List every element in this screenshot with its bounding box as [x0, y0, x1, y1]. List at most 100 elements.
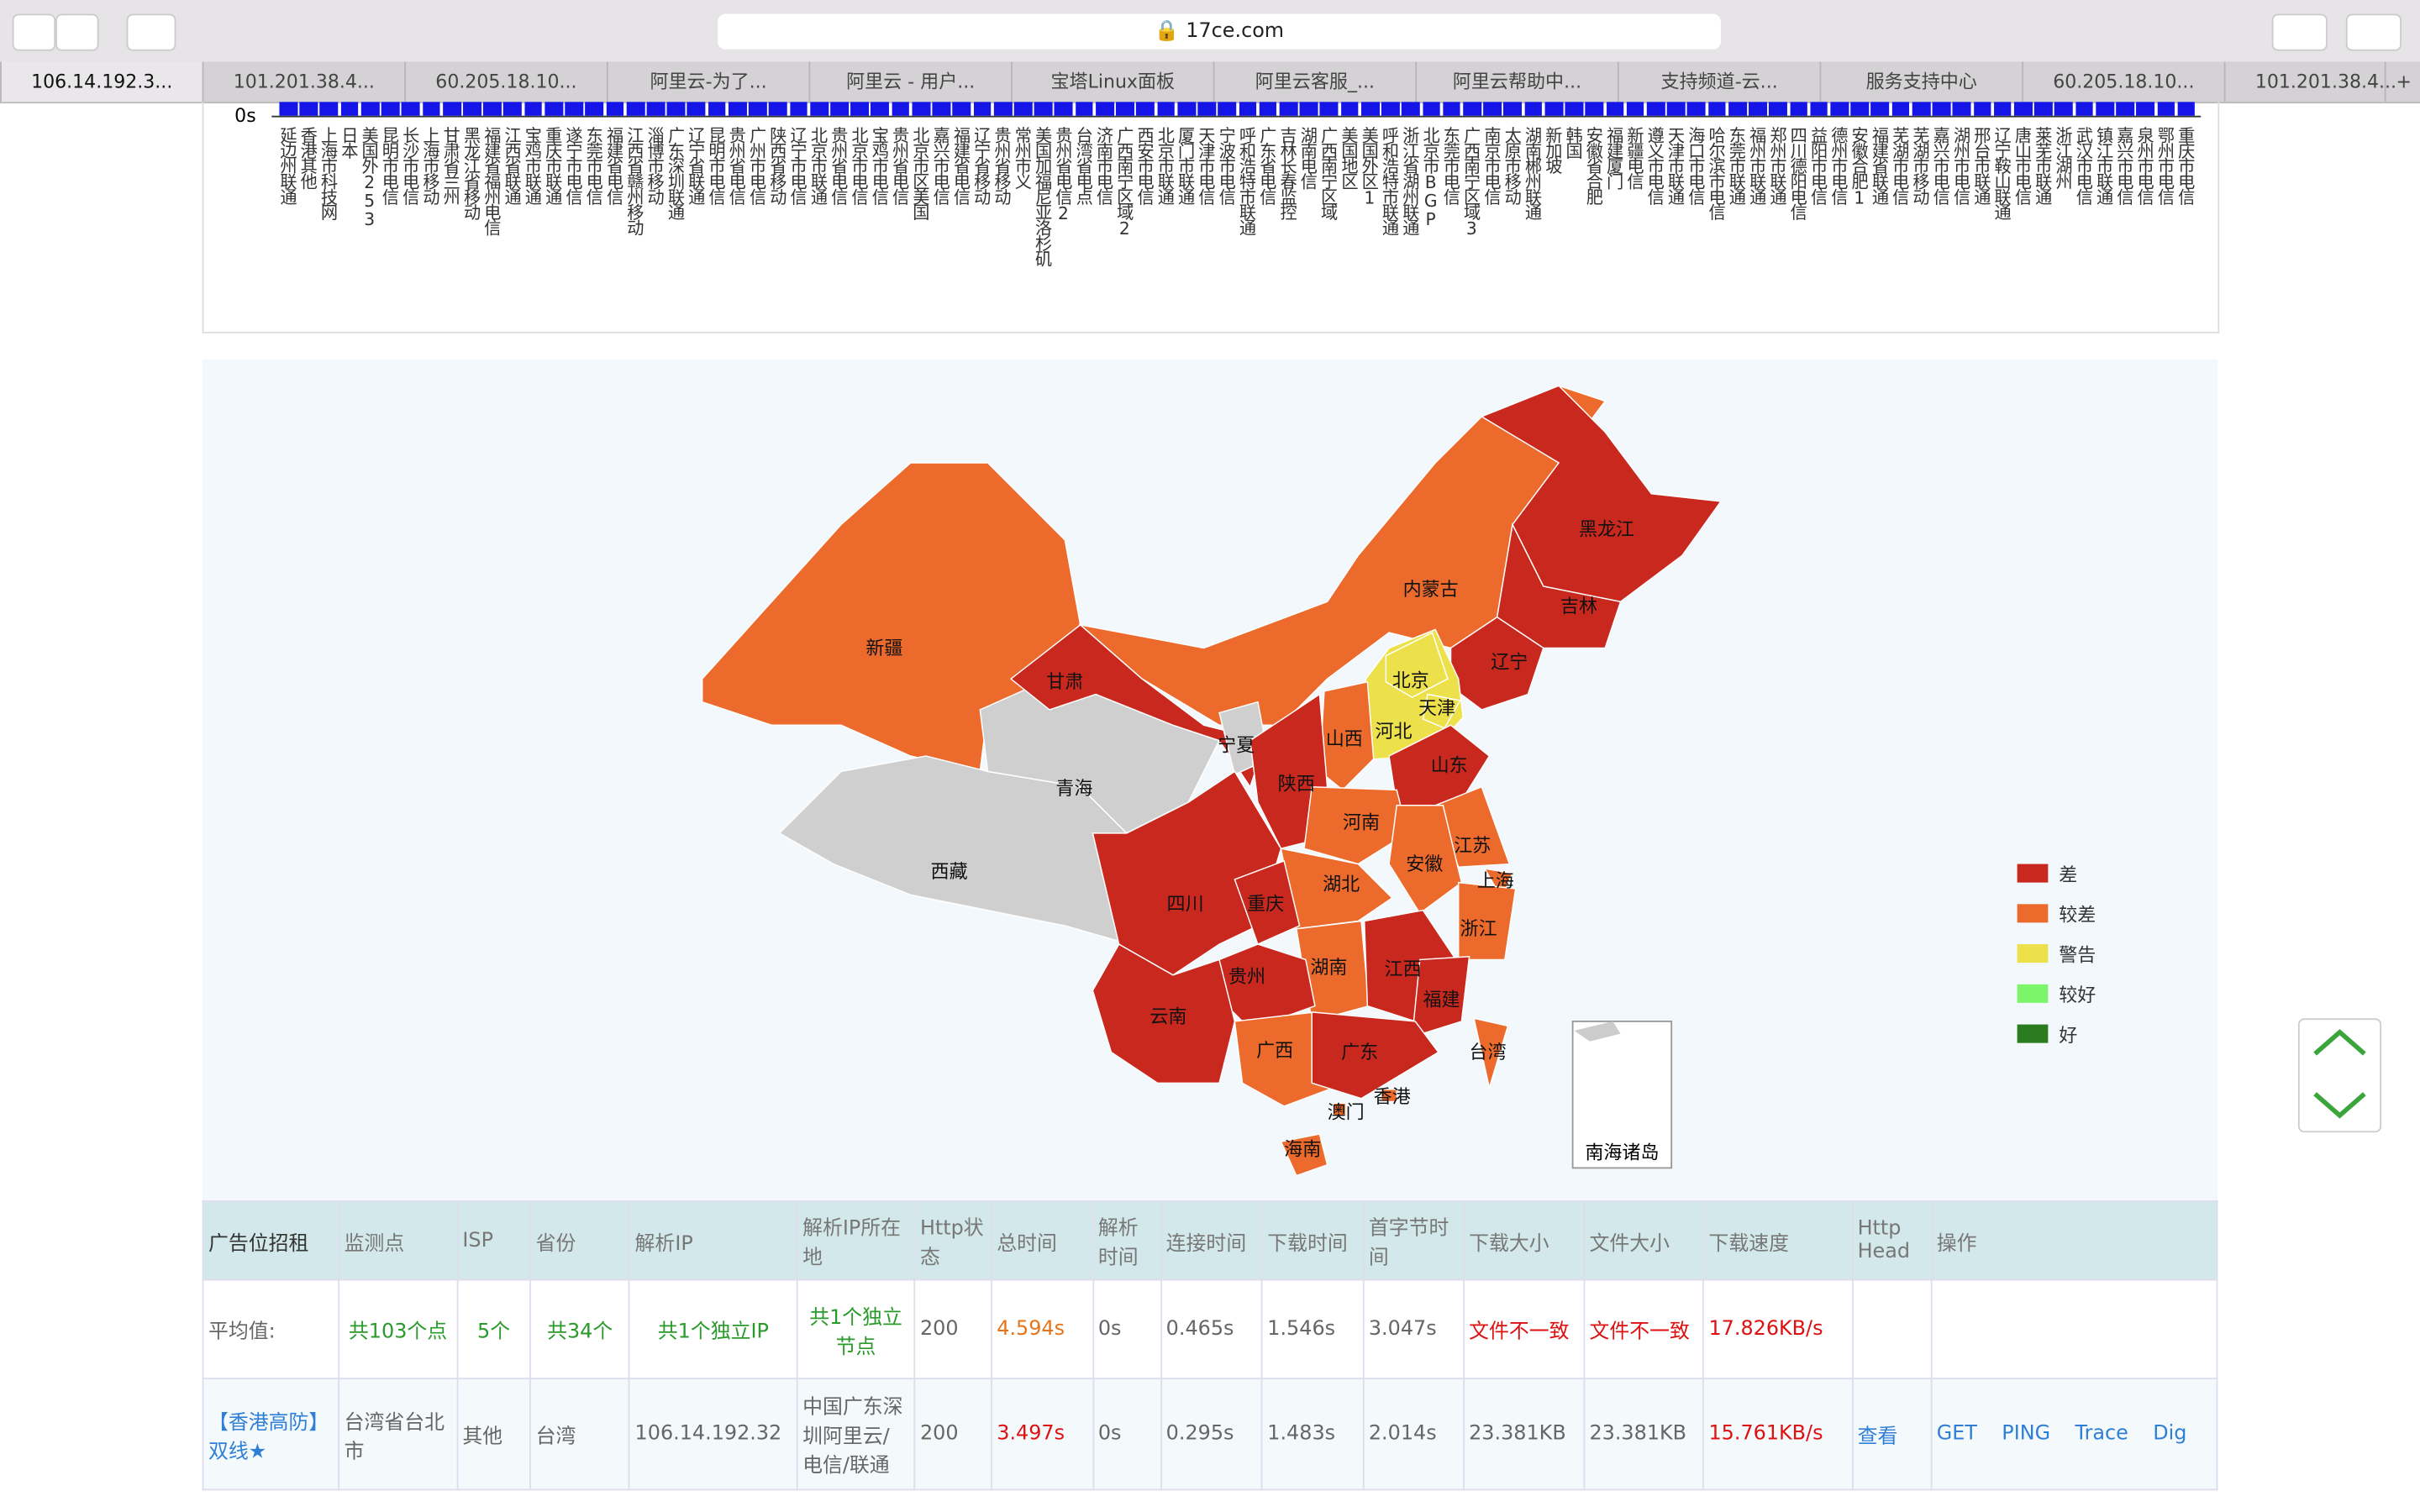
node-bar — [1565, 102, 1584, 116]
node-bar — [687, 102, 706, 116]
node-label: 湖南郴州联通 — [1523, 126, 1544, 219]
tab[interactable]: 阿里云客服_... — [1213, 61, 1416, 102]
node-label: 上海市移动 — [420, 126, 441, 204]
node-bar — [973, 102, 992, 116]
node-label: 芜湖市电信 — [1890, 126, 1911, 204]
node-label: 福建省电信 — [604, 126, 625, 204]
header-cell: 下载速度 — [1702, 1200, 1854, 1281]
node-bar — [769, 102, 787, 116]
node-bar — [279, 102, 297, 116]
node-bar — [2156, 102, 2175, 116]
node-bar — [606, 102, 624, 116]
address-bar[interactable]: 🔒 17ce.com — [718, 13, 1721, 50]
province-label: 澳门 — [1328, 1103, 1365, 1124]
node-label: 北京市区美国 — [910, 126, 931, 219]
node-bar — [1870, 102, 1890, 116]
tabs-button[interactable] — [2345, 13, 2402, 51]
cell: 0s — [1092, 1278, 1162, 1380]
tab[interactable]: 阿里云-为了... — [606, 61, 809, 102]
cell: 106.14.192.32 — [629, 1378, 798, 1491]
action-link[interactable]: GET — [1936, 1422, 1977, 1446]
tab[interactable]: 101.201.38.4... — [2223, 61, 2420, 102]
node-bar — [1891, 102, 1910, 116]
node-label: 黑龙江省移动 — [461, 126, 482, 219]
node-bar — [749, 102, 767, 116]
province-label: 福建 — [1423, 990, 1460, 1011]
action-link[interactable]: PING — [2002, 1422, 2051, 1446]
node-label: 吉林长春监控 — [1277, 126, 1298, 219]
node-bar — [728, 102, 747, 116]
node-label: 唐山市电信 — [2012, 126, 2033, 204]
table-row: 【香港高防】双线★ 台湾省台北市 其他 台湾 106.14.192.32 中国广东深圳阿里… — [202, 1378, 2218, 1491]
node-label: 嘉兴市电信 — [1930, 126, 1951, 204]
node-label: 东莞市电信 — [583, 126, 604, 204]
node-bar — [666, 102, 686, 116]
cell: 0.295s — [1160, 1378, 1263, 1491]
node-bar — [1463, 102, 1481, 116]
cell: 0s — [1092, 1378, 1162, 1491]
tab[interactable]: 101.201.38.4... — [202, 61, 405, 102]
share-button[interactable] — [2271, 13, 2328, 51]
node-bar — [1687, 102, 1706, 116]
node-bar — [1626, 102, 1644, 116]
cell: 3.497s — [990, 1378, 1094, 1491]
header-cell: Http状态 — [913, 1200, 992, 1281]
tab[interactable]: 服务支持中心 — [1819, 61, 2023, 102]
tab[interactable]: 106.14.192.3... — [0, 61, 203, 102]
node-bar — [1749, 102, 1767, 116]
province-label: 黑龙江 — [1579, 519, 1634, 540]
node-label: 德州市电信 — [1828, 126, 1849, 204]
tab[interactable]: 阿里云帮助中... — [1415, 61, 1618, 102]
province — [1480, 385, 1723, 603]
tab[interactable]: 60.205.18.10... — [2022, 61, 2224, 102]
cell[interactable]: 查看 — [1851, 1378, 1933, 1491]
node-label: 美国外区1 — [1359, 126, 1380, 207]
node-label: 贵州省电信 — [890, 126, 911, 204]
action-link[interactable]: Trace — [2075, 1422, 2128, 1446]
tab[interactable]: 阿里云 - 用户... — [808, 61, 1011, 102]
node-bar — [1503, 102, 1523, 116]
node-label: 嘉兴市电信 — [930, 126, 951, 204]
header-cell: Http Head — [1851, 1200, 1933, 1281]
node-label: 浙江省湖州联通 — [1400, 126, 1421, 235]
node-label: 东莞市电信 — [1440, 126, 1461, 204]
cell: 23.381KB — [1462, 1378, 1585, 1491]
tab[interactable]: 支持频道-云... — [1617, 61, 1820, 102]
node-label: 贵州省电信 — [726, 126, 747, 204]
legend-label: 差 — [2059, 865, 2077, 886]
cell: 文件不一致 — [1583, 1278, 1704, 1380]
cell: 共103个点 — [338, 1278, 458, 1380]
province — [1303, 785, 1408, 865]
node-label: 厦门市联通 — [1176, 126, 1197, 204]
node-label: 昆明市电信 — [706, 126, 727, 204]
node-label: 宁波市电信 — [1216, 126, 1237, 204]
node-label: 四川德阳电信 — [1787, 126, 1808, 219]
node-bar — [1299, 102, 1318, 116]
node-bar — [1034, 102, 1053, 116]
province-label: 宁夏 — [1218, 735, 1255, 756]
back-button[interactable] — [12, 13, 56, 51]
cell: 中国广东深圳阿里云/电信/联通 — [796, 1378, 916, 1491]
node-label: 海口市电信 — [1686, 126, 1707, 204]
header-cell: 连接时间 — [1160, 1200, 1263, 1281]
cell — [1851, 1278, 1933, 1380]
cell: 其他 — [456, 1378, 532, 1491]
node-bar — [1177, 102, 1196, 116]
node-label: 遂宁市电信 — [563, 126, 584, 204]
scroll-widget[interactable] — [2297, 1018, 2382, 1133]
legend-label: 较好 — [2059, 985, 2096, 1006]
cell[interactable]: 【香港高防】双线★ — [202, 1378, 340, 1491]
new-tab-button[interactable]: + — [2384, 61, 2420, 102]
tab[interactable]: 60.205.18.10... — [404, 61, 607, 102]
sidebar-button[interactable] — [126, 13, 176, 51]
province-label: 广西 — [1256, 1041, 1293, 1062]
node-bar — [422, 102, 440, 116]
url: 17ce.com — [1186, 19, 1285, 44]
cell: 15.761KB/s — [1702, 1378, 1854, 1491]
node-label: 北京市电信 — [849, 126, 870, 204]
cell: 共34个 — [529, 1278, 631, 1380]
action-link[interactable]: Dig — [2153, 1422, 2187, 1446]
tab[interactable]: 宝塔Linux面板 — [1011, 61, 1213, 102]
forward-button[interactable] — [55, 13, 99, 51]
